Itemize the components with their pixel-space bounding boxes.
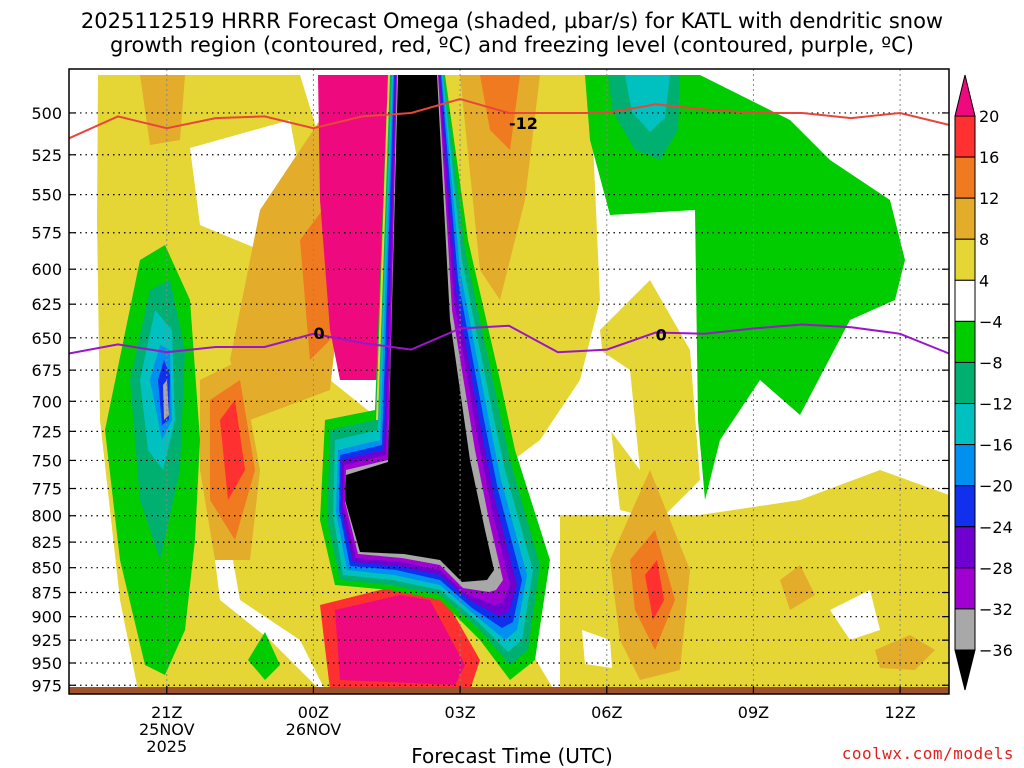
plot-frame <box>68 68 950 695</box>
omega-shaded-field <box>97 74 949 694</box>
colorbar-segment <box>954 403 976 446</box>
colorbar-label: −24 <box>979 518 1013 537</box>
colorbar-segment <box>954 279 976 322</box>
x-tick-label: 00Z <box>298 703 329 722</box>
colorbar-segment <box>954 115 976 158</box>
y-tick-label: 950 <box>31 654 62 673</box>
colorbar-label: −32 <box>979 600 1013 619</box>
colorbar-label: −36 <box>979 641 1013 660</box>
x-tick-label: 06Z <box>591 703 622 722</box>
colorbar-segment <box>954 526 976 569</box>
y-tick-label: 775 <box>31 480 62 499</box>
dendritic-growth-contour <box>68 98 950 140</box>
colorbar-label: 4 <box>979 271 989 290</box>
y-tick-label: 925 <box>31 631 62 650</box>
y-tick-label: 725 <box>31 422 62 441</box>
colorbar-label: 8 <box>979 230 989 249</box>
chart-title-line-2: growth region (contoured, red, ºC) and f… <box>110 33 914 57</box>
colorbar-segment <box>954 238 976 281</box>
colorbar-segment <box>954 567 976 610</box>
y-tick-label: 650 <box>31 329 62 348</box>
x-axis-label: Forecast Time (UTC) <box>411 744 613 768</box>
x-tick-label: 21Z <box>151 703 182 722</box>
credit-text: coolwx.com/models <box>841 744 1014 763</box>
colorbar-label: −4 <box>979 312 1003 331</box>
colorbar-label: 20 <box>979 107 999 126</box>
y-tick-label: 850 <box>31 559 62 578</box>
freezing-contour-label-2: 0 <box>656 325 667 344</box>
y-tick-label: 600 <box>31 260 62 279</box>
y-axis-pressure: 500 525 550 575 600 625 650 675 700 725 750 775 800 8… <box>31 104 949 695</box>
y-tick-label: 825 <box>31 533 62 552</box>
y-tick-label: 525 <box>31 146 62 165</box>
y-tick-label: 575 <box>31 224 62 243</box>
y-tick-label: 500 <box>31 104 62 123</box>
x-tick-sublabel: 25NOV <box>139 720 195 739</box>
dgz-contour-label: -12 <box>509 114 538 133</box>
colorbar-label: −8 <box>979 353 1003 372</box>
colorbar-segment <box>954 320 976 363</box>
colorbar-label: −12 <box>979 395 1013 414</box>
y-tick-label: 875 <box>31 584 62 603</box>
colorbar-label: 12 <box>979 189 999 208</box>
y-tick-label: 975 <box>31 676 62 695</box>
ground-surface <box>69 687 949 694</box>
y-tick-label: 900 <box>31 608 62 627</box>
colorbar-top-triangle <box>954 74 976 117</box>
freezing-contour-label-1: 0 <box>313 324 324 343</box>
x-tick-sublabel: 26NOV <box>286 720 342 739</box>
x-tick-label: 09Z <box>738 703 769 722</box>
colorbar-label: −28 <box>979 559 1013 578</box>
y-tick-label: 750 <box>31 451 62 470</box>
y-tick-label: 800 <box>31 507 62 526</box>
x-tick-sublabel: 2025 <box>146 737 187 756</box>
y-tick-label: 700 <box>31 392 62 411</box>
y-tick-label: 625 <box>31 295 62 314</box>
x-tick-label: 12Z <box>884 703 915 722</box>
colorbar-legend: 20 16 12 8 4 −4 −8 −12 −16 −20 −24 −28 −32 −36 <box>954 74 1013 691</box>
colorbar-bottom-triangle <box>954 649 976 691</box>
colorbar-label: 16 <box>979 148 999 167</box>
colorbar-segment <box>954 361 976 405</box>
colorbar-label: −16 <box>979 436 1013 455</box>
colorbar-label: −20 <box>979 477 1013 496</box>
colorbar-segment <box>954 608 976 651</box>
colorbar-segment <box>954 444 976 487</box>
y-tick-label: 550 <box>31 186 62 205</box>
y-tick-label: 675 <box>31 361 62 380</box>
x-tick-label: 03Z <box>444 703 475 722</box>
colorbar-segment <box>954 156 976 199</box>
chart-title-line-1: 2025112519 HRRR Forecast Omega (shaded, … <box>80 9 944 33</box>
colorbar-segment <box>954 485 976 528</box>
colorbar-segment <box>954 197 976 240</box>
temperature-contours: -12 0 0 <box>68 98 950 355</box>
freezing-level-contour <box>68 323 950 355</box>
